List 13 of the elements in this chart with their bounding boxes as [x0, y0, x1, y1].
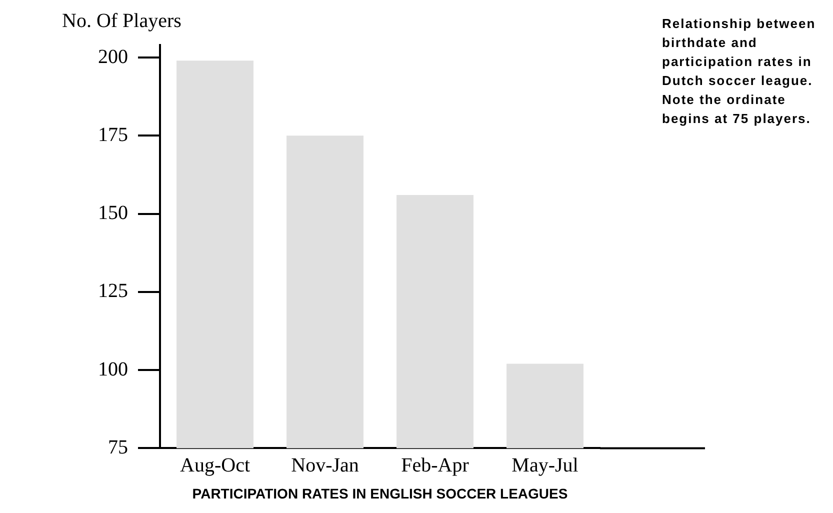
y-tick-label: 100 [98, 358, 128, 380]
y-tick-label: 200 [98, 46, 128, 68]
y-tick-label: 150 [98, 202, 128, 224]
x-axis-title: PARTICIPATION RATES IN ENGLISH SOCCER LEAGUES [192, 485, 568, 502]
x-tick-label: Aug-Oct [180, 454, 250, 476]
y-tick-label: 75 [108, 436, 128, 458]
y-axis-title: No. Of Players [62, 10, 182, 33]
x-tick-label: May-Jul [512, 454, 579, 476]
y-tick-label: 175 [98, 124, 128, 146]
y-tick-label: 125 [98, 280, 128, 302]
x-tick-label: Feb-Apr [401, 454, 470, 476]
x-tick-label: Nov-Jan [291, 454, 359, 476]
text: Relationship between birthdate and participation rates in Dutch soccer league. Note the ordinate begins at 75 players. [662, 15, 817, 128]
